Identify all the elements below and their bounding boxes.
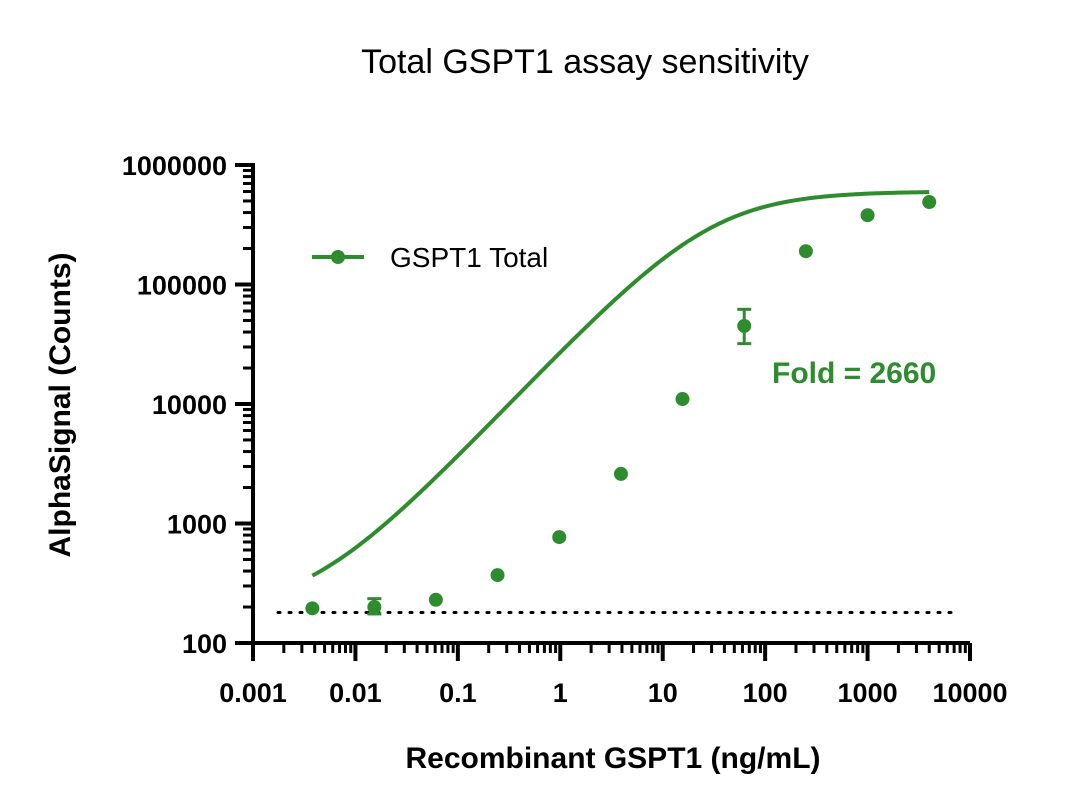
x-tick-label: 100 [743,678,788,708]
x-tick-label: 1 [553,678,568,708]
data-point [552,530,567,545]
data-point [860,208,875,223]
legend: GSPT1 Total [312,242,548,273]
data-point [305,601,320,616]
fold-annotation: Fold = 2660 [772,357,936,390]
data-point [367,600,382,615]
y-tick-label: 1000000 [122,151,227,181]
data-points-layer [305,195,937,616]
data-point [922,195,937,210]
y-tick-label: 100 [182,629,227,659]
data-point [798,244,813,259]
data-point [737,318,752,333]
y-tick-label: 10000 [152,390,227,420]
y-axis-label: AlphaSignal (Counts) [44,253,77,558]
data-point [428,592,443,607]
axes: 0.001 0.01 0.1 1 10 100 1000 10000 100 1000 10000 1… [122,151,1008,708]
y-tick-label: 1000 [167,510,227,540]
x-tick-label: 0.1 [439,678,477,708]
legend-label: GSPT1 Total [390,242,548,273]
y-tick-label: 100000 [137,271,227,301]
data-point [490,568,505,583]
x-tick-label: 10 [648,678,678,708]
x-tick-label: 0.001 [219,678,287,708]
legend-marker-swatch [331,250,345,264]
x-tick-label: 0.01 [329,678,382,708]
x-tick-label: 1000 [838,678,898,708]
x-tick-label: 10000 [932,678,1007,708]
chart-title: Total GSPT1 assay sensitivity [361,43,809,81]
fit-curve-layer [311,190,930,578]
data-point [613,466,628,481]
fit-curve [311,190,930,578]
x-axis-label: Recombinant GSPT1 (ng/mL) [405,742,820,775]
data-point [675,392,690,407]
